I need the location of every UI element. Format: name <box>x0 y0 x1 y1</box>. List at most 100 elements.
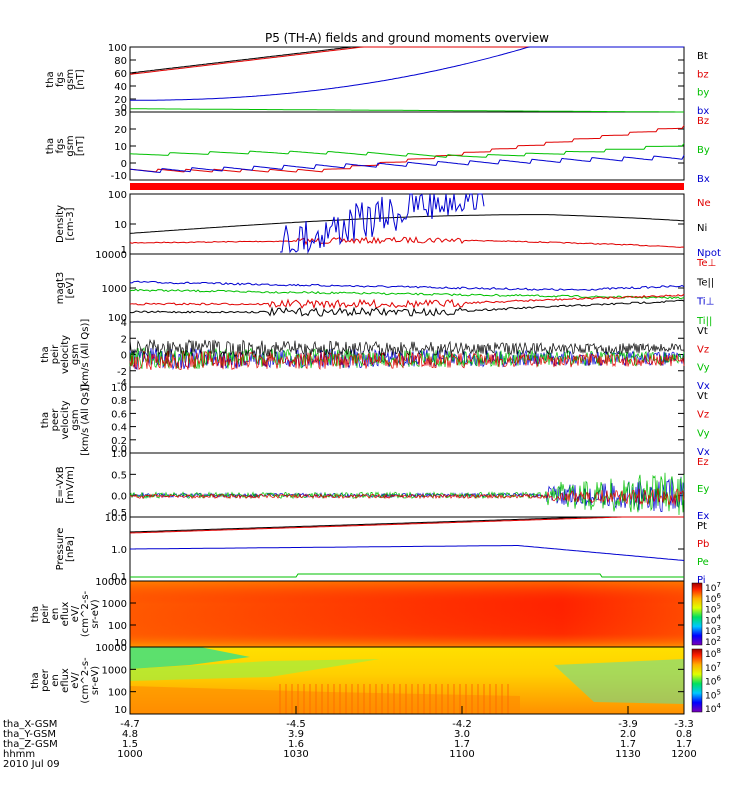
colorbar-label: 106 <box>705 675 721 688</box>
y-tick-label: 10 <box>114 220 127 231</box>
panel-frame <box>129 193 685 255</box>
y-tick-label: 0.5 <box>111 470 127 481</box>
y-tick-label: 100 <box>108 688 127 699</box>
y-tick-label: 10000 <box>95 643 127 654</box>
legend-entry: Te|| <box>696 277 714 288</box>
legend-entry: bx <box>697 106 709 117</box>
legend-entry: by <box>697 88 709 99</box>
colorbar-label: 107 <box>705 661 721 674</box>
legend-entry: Vx <box>697 381 710 392</box>
y-tick-label: 30 <box>114 108 127 119</box>
y-tick-label: 10000 <box>95 577 127 588</box>
colorbar <box>691 648 703 713</box>
y-axis-label: (cm^2-s- <box>80 657 91 704</box>
series-Pe <box>130 573 684 578</box>
y-axis-label: [nT] <box>75 69 86 89</box>
x-axis-value: -3.9 <box>618 719 638 730</box>
y-tick-label: 4 <box>121 318 127 329</box>
x-axis-value: 1.6 <box>288 739 304 750</box>
y-axis-label: tha <box>30 606 41 622</box>
x-axis-value: -4.5 <box>286 719 306 730</box>
y-tick-label: 0.0 <box>111 492 127 503</box>
y-tick-label: 1000 <box>102 665 127 676</box>
legend-entry: Vy <box>697 363 710 374</box>
panel-temp: 10000 1000 100 magt3 [eV] Te⊥ Te|| Ti⊥ Ti|| <box>55 250 716 327</box>
y-axis-label: en <box>50 608 61 621</box>
series-by <box>130 108 684 113</box>
y-tick-label: 10 <box>114 705 127 716</box>
y-axis-label: [km/s (All Qs)] <box>80 384 91 456</box>
electron-spectrogram-right-patch <box>554 659 684 704</box>
legend-entry: Ey <box>697 484 709 495</box>
y-axis-label: tha <box>45 138 56 154</box>
y-axis-label: [km/s (All Qs)] <box>80 319 91 391</box>
series-Ne <box>129 235 685 248</box>
panel-fgs_gsm: 100 80 60 40 200 tha fgs gsm [nT] Bt bz by bx <box>45 43 709 117</box>
y-axis-label: tha <box>45 71 56 87</box>
y-axis-label: [mV/m] <box>65 466 76 504</box>
legend-entry: Bz <box>697 116 709 127</box>
electron-spectrogram-green-patch <box>130 647 250 669</box>
y-tick-label: 10000 <box>95 250 127 261</box>
y-axis-label: eflux <box>60 602 71 627</box>
y-axis-label: [cm-3] <box>65 207 76 240</box>
y-axis-label: velocity <box>60 400 71 439</box>
y-axis-label: magt3 <box>55 272 66 305</box>
panel-peer_en: 10000 1000 100 10 tha peer en eflux eV/(cm^2-s-s… <box>30 643 721 716</box>
y-axis-label: [nPa] <box>65 536 76 562</box>
panel-frame <box>129 516 685 582</box>
legend-entry: Pt <box>697 521 707 532</box>
legend-entry: Pe <box>697 557 709 568</box>
y-tick-label: 1000 <box>102 599 127 610</box>
x-axis-row-label: hhmm <box>3 749 35 760</box>
x-axis-value: 1.7 <box>676 739 692 750</box>
series-Ti-par <box>129 288 685 300</box>
y-axis-label: eflux <box>60 668 71 693</box>
y-axis-label: sr-eV) <box>90 666 101 695</box>
legend-entry: By <box>697 145 710 156</box>
y-tick-label: 1.0 <box>111 383 127 394</box>
x-axis-row-label: tha_Y-GSM <box>3 729 56 740</box>
y-tick-label: 0.6 <box>111 409 127 420</box>
y-tick-label: 1.0 <box>111 545 127 556</box>
y-tick-label: 0.8 <box>111 396 127 407</box>
legend-entry: Bx <box>697 174 710 185</box>
y-axis-label: Pressure <box>55 528 66 571</box>
y-tick-label: 100 <box>108 43 127 54</box>
legend-entry: Bt <box>697 51 708 62</box>
x-axis-value: 1130 <box>615 749 640 760</box>
colorbar-label: 104 <box>705 702 721 715</box>
electron-spectrogram-lime-band <box>130 659 380 681</box>
y-tick-label: -10 <box>111 171 127 182</box>
y-axis-label: fgs <box>55 72 66 87</box>
y-axis-label: peer <box>40 668 51 692</box>
y-tick-label: 0.2 <box>111 436 127 447</box>
series-Ti-perp <box>129 280 685 291</box>
y-tick-label: 0 <box>121 351 127 362</box>
colorbar-label: 105 <box>705 688 721 701</box>
series-bx <box>130 46 684 101</box>
series-bz <box>129 46 684 75</box>
colorbar-label: 108 <box>705 647 721 660</box>
legend-entry: Pb <box>697 539 709 550</box>
y-axis-label: peer <box>50 408 61 432</box>
y-axis-label: Density <box>55 205 66 243</box>
x-axis-value: 4.8 <box>122 729 138 740</box>
y-tick-label: 40 <box>114 82 127 93</box>
y-tick-label: 1.0 <box>111 449 127 460</box>
legend-entry: Vz <box>697 344 709 355</box>
y-tick-label: 0 <box>121 103 127 114</box>
x-axis-value: -3.3 <box>674 719 694 730</box>
y-axis-label: tha <box>30 672 41 688</box>
legend-entry: Vt <box>697 326 708 337</box>
y-axis-label: gsm <box>70 344 81 365</box>
panel-frame <box>129 386 685 454</box>
x-axis-row-label: tha_X-GSM <box>3 719 57 730</box>
x-axis-value: -4.7 <box>120 719 140 730</box>
series-Ez <box>129 488 685 506</box>
x-axis-value: 1000 <box>117 749 142 760</box>
x-axis-value: 2.0 <box>620 729 636 740</box>
legend-entry: Ti⊥ <box>696 297 714 308</box>
legend-entry: Ni <box>697 223 707 234</box>
panel-fgs_dsl: 30 20 10 0-10 tha fgs gsm [nT] Bz By Bx <box>45 108 710 185</box>
